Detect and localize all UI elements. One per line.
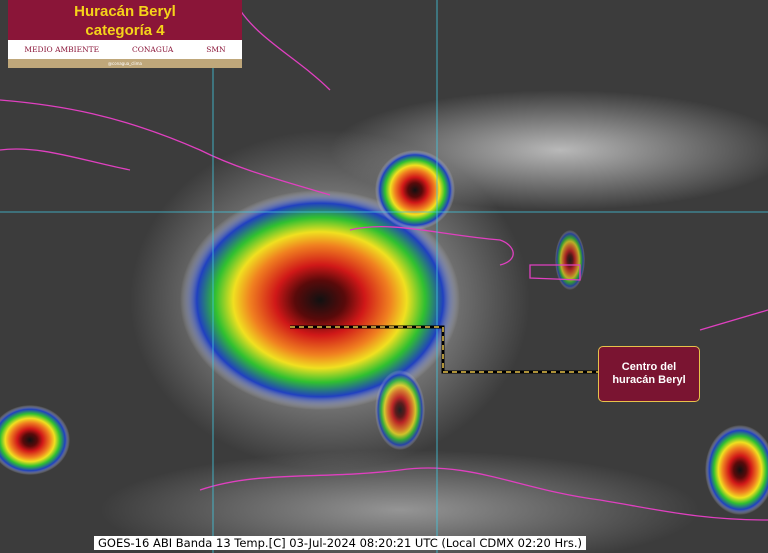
logo-medio-ambiente: MEDIO AMBIENTE	[24, 45, 100, 54]
title-banner: Huracán Beryl categoría 4 MEDIO AMBIENTE…	[8, 0, 242, 68]
logo-smn: SMN	[206, 45, 226, 54]
hurricane-convection	[180, 190, 460, 410]
convection-cell	[0, 405, 70, 475]
title-line-2: categoría 4	[85, 22, 165, 39]
cloud-band	[100, 450, 700, 553]
convection-cell	[705, 425, 768, 515]
logo-conagua: CONAGUA	[131, 45, 174, 54]
image-caption: GOES-16 ABI Banda 13 Temp.[C] 03-Jul-202…	[94, 536, 586, 550]
logo-strip: MEDIO AMBIENTE CONAGUA SMN	[8, 40, 242, 59]
title-line-1: Huracán Beryl	[74, 3, 176, 20]
banner-title: Huracán Beryl categoría 4	[8, 2, 242, 40]
social-handle: @conagua_clima	[8, 59, 242, 68]
hurricane-convection	[375, 150, 455, 230]
coastlines	[0, 9, 768, 521]
callout-leader-line	[290, 326, 598, 373]
hurricane-center-callout: Centro del huracán Beryl	[598, 346, 700, 402]
convection-cell	[555, 230, 585, 290]
convection-cell	[375, 370, 425, 450]
